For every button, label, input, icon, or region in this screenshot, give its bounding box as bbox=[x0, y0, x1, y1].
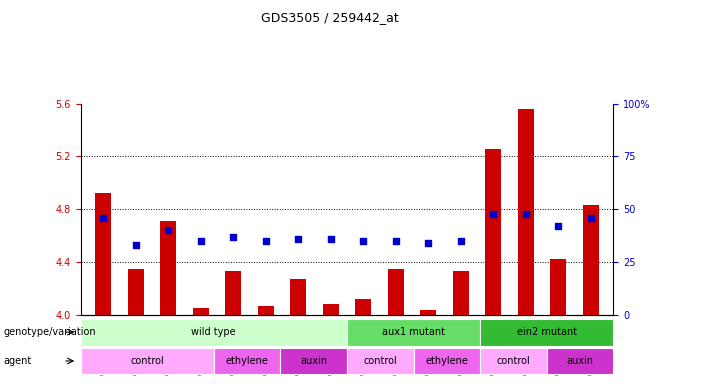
Point bbox=[325, 236, 336, 242]
Point bbox=[455, 238, 466, 244]
Point bbox=[358, 238, 369, 244]
Point bbox=[195, 238, 206, 244]
Point bbox=[292, 236, 304, 242]
Point bbox=[130, 242, 142, 248]
Bar bbox=[193, 308, 209, 315]
Bar bbox=[322, 304, 339, 315]
Text: auxin: auxin bbox=[566, 356, 594, 366]
Point bbox=[423, 240, 434, 246]
Text: ethylene: ethylene bbox=[226, 356, 268, 366]
Point bbox=[97, 215, 109, 221]
Point bbox=[163, 227, 174, 233]
Bar bbox=[550, 260, 566, 315]
Point bbox=[488, 210, 499, 217]
Bar bbox=[161, 221, 177, 315]
Point bbox=[585, 215, 597, 221]
Bar bbox=[420, 310, 436, 315]
Bar bbox=[225, 271, 241, 315]
Text: ethylene: ethylene bbox=[426, 356, 468, 366]
Text: wild type: wild type bbox=[191, 327, 236, 337]
Bar bbox=[388, 269, 404, 315]
Point bbox=[520, 210, 531, 217]
Bar bbox=[355, 299, 372, 315]
Point bbox=[228, 233, 239, 240]
Text: genotype/variation: genotype/variation bbox=[4, 327, 96, 337]
Text: aux1 mutant: aux1 mutant bbox=[382, 327, 445, 337]
Bar bbox=[258, 306, 274, 315]
Point bbox=[552, 223, 564, 229]
Text: auxin: auxin bbox=[300, 356, 327, 366]
Text: agent: agent bbox=[4, 356, 32, 366]
Bar bbox=[95, 194, 111, 315]
Text: GDS3505 / 259442_at: GDS3505 / 259442_at bbox=[261, 12, 398, 25]
Text: control: control bbox=[496, 356, 531, 366]
Point bbox=[260, 238, 271, 244]
Bar bbox=[290, 279, 306, 315]
Text: ein2 mutant: ein2 mutant bbox=[517, 327, 577, 337]
Bar bbox=[583, 205, 599, 315]
Bar bbox=[128, 269, 144, 315]
Bar bbox=[485, 149, 501, 315]
Text: control: control bbox=[130, 356, 164, 366]
Point bbox=[390, 238, 402, 244]
Text: control: control bbox=[363, 356, 397, 366]
Bar bbox=[517, 109, 533, 315]
Bar bbox=[453, 271, 469, 315]
